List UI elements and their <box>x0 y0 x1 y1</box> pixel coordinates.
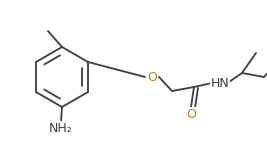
Text: O: O <box>187 108 197 121</box>
Text: O: O <box>147 71 157 84</box>
Text: HN: HN <box>211 76 229 90</box>
Text: NH₂: NH₂ <box>49 121 73 134</box>
